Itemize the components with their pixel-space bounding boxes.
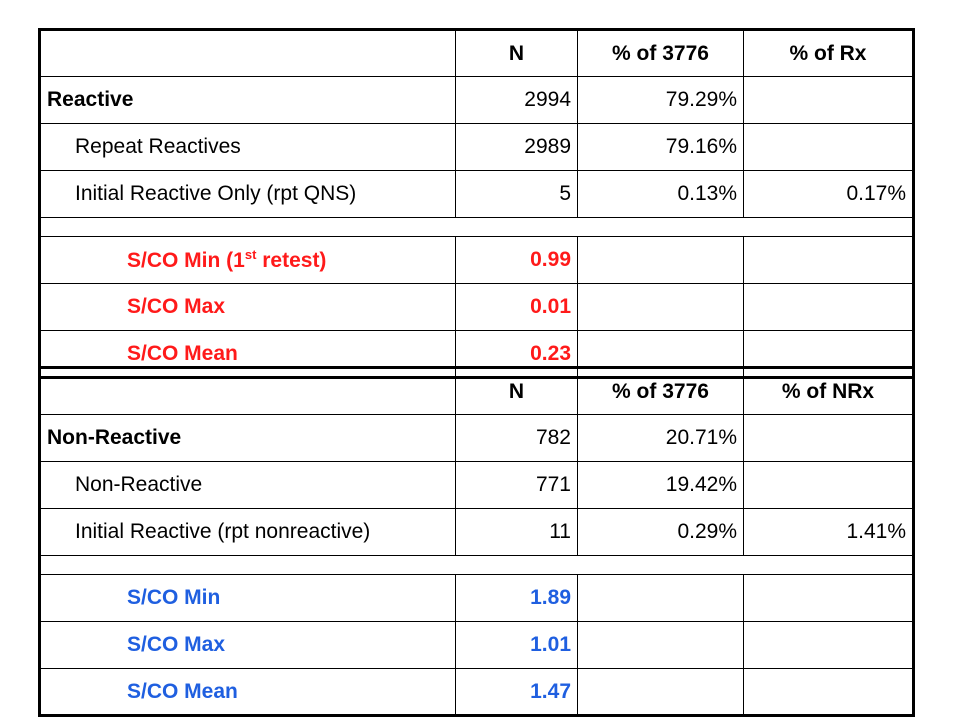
- sco-row: S/CO Max 0.01: [39, 283, 914, 331]
- row-label: Repeat Reactives: [39, 123, 456, 171]
- header-cell: [39, 367, 456, 415]
- pct-sub-cell: [743, 414, 914, 462]
- empty-cell: [743, 574, 914, 622]
- row-label: Initial Reactive Only (rpt QNS): [39, 170, 456, 218]
- pct-sub-cell: [743, 123, 914, 171]
- header-cell: % of 3776: [577, 367, 744, 415]
- sco-label: S/CO Mean: [39, 668, 456, 716]
- sco-label: S/CO Min (1st retest): [39, 236, 456, 284]
- row-label: Non-Reactive: [39, 414, 456, 462]
- n-cell: 771: [455, 461, 578, 509]
- pct-cell: 0.13%: [577, 170, 744, 218]
- sco-value: 1.01: [455, 621, 578, 669]
- sco-row: S/CO Min (1st retest) 0.99: [39, 236, 914, 284]
- header-row: N % of 3776 % of Rx: [39, 29, 914, 77]
- n-cell: 782: [455, 414, 578, 462]
- sco-label: S/CO Max: [39, 621, 456, 669]
- reactive-table: N % of 3776 % of Rx Reactive 2994 79.29%…: [38, 28, 915, 379]
- sco-label-sup: st: [244, 247, 257, 262]
- sco-row: S/CO Mean 1.47: [39, 668, 914, 716]
- sco-label: S/CO Min: [39, 574, 456, 622]
- header-row: N % of 3776 % of NRx: [39, 367, 914, 415]
- sco-label-text: S/CO Min (1: [127, 249, 245, 272]
- row-label: Initial Reactive (rpt nonreactive): [39, 508, 456, 556]
- empty-cell: [743, 668, 914, 716]
- empty-cell: [577, 621, 744, 669]
- sco-value: 0.99: [455, 236, 578, 284]
- header-cell: % of Rx: [743, 29, 914, 77]
- spacer-row: [39, 217, 914, 237]
- sco-row: S/CO Max 1.01: [39, 621, 914, 669]
- header-cell: % of 3776: [577, 29, 744, 77]
- table-row: Initial Reactive Only (rpt QNS) 5 0.13% …: [39, 170, 914, 218]
- empty-cell: [577, 574, 744, 622]
- pct-cell: 20.71%: [577, 414, 744, 462]
- sco-value: 1.47: [455, 668, 578, 716]
- header-cell: N: [455, 367, 578, 415]
- empty-cell: [577, 283, 744, 331]
- n-cell: 2994: [455, 76, 578, 124]
- spacer-cell: [39, 217, 914, 237]
- spacer-cell: [39, 555, 914, 575]
- pct-sub-cell: 0.17%: [743, 170, 914, 218]
- sco-row: S/CO Min 1.89: [39, 574, 914, 622]
- row-label: Non-Reactive: [39, 461, 456, 509]
- empty-cell: [577, 668, 744, 716]
- empty-cell: [743, 621, 914, 669]
- pct-cell: 79.16%: [577, 123, 744, 171]
- table-row: Reactive 2994 79.29%: [39, 76, 914, 124]
- pct-sub-cell: [743, 461, 914, 509]
- sco-label-text: retest): [256, 249, 327, 272]
- nonreactive-table: N % of 3776 % of NRx Non-Reactive 782 20…: [38, 366, 915, 717]
- header-cell: [39, 29, 456, 77]
- row-label: Reactive: [39, 76, 456, 124]
- empty-cell: [743, 236, 914, 284]
- pct-cell: 0.29%: [577, 508, 744, 556]
- pct-cell: 79.29%: [577, 76, 744, 124]
- pct-cell: 19.42%: [577, 461, 744, 509]
- table-row: Repeat Reactives 2989 79.16%: [39, 123, 914, 171]
- empty-cell: [577, 236, 744, 284]
- header-cell: % of NRx: [743, 367, 914, 415]
- sco-value: 1.89: [455, 574, 578, 622]
- pct-sub-cell: 1.41%: [743, 508, 914, 556]
- n-cell: 5: [455, 170, 578, 218]
- sco-value: 0.01: [455, 283, 578, 331]
- n-cell: 11: [455, 508, 578, 556]
- n-cell: 2989: [455, 123, 578, 171]
- empty-cell: [743, 283, 914, 331]
- table-row: Non-Reactive 771 19.42%: [39, 461, 914, 509]
- table-row: Initial Reactive (rpt nonreactive) 11 0.…: [39, 508, 914, 556]
- table-row: Non-Reactive 782 20.71%: [39, 414, 914, 462]
- sco-label: S/CO Max: [39, 283, 456, 331]
- pct-sub-cell: [743, 76, 914, 124]
- header-cell: N: [455, 29, 578, 77]
- spacer-row: [39, 555, 914, 575]
